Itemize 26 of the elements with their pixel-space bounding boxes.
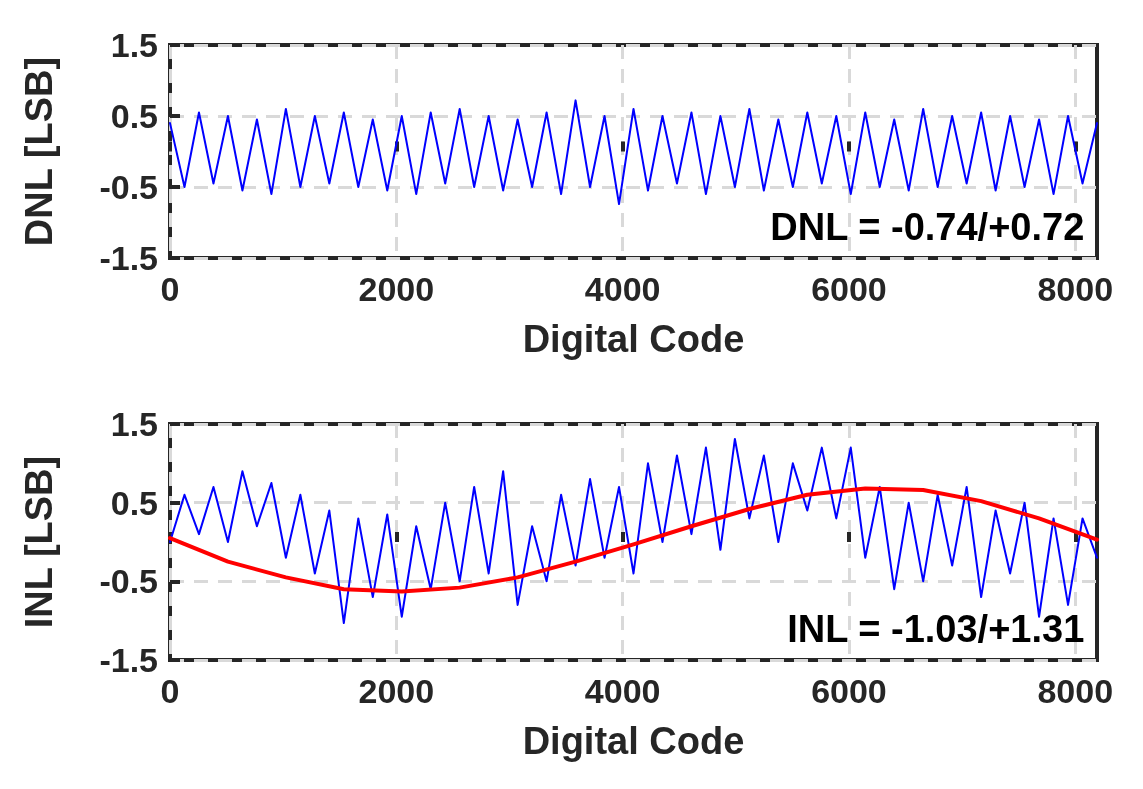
y-tick-label: 0.5 [110,483,158,522]
y-tick-label: -1.5 [99,641,158,679]
y-tick-label: 1.5 [110,26,158,64]
y-tick-label: -0.5 [99,562,158,601]
x-tick-label: 6000 [811,672,887,710]
annotation: DNL = -0.74/+0.72 [770,206,1085,248]
x-tick-label: 2000 [358,672,435,710]
x-tick-label: 6000 [811,270,887,308]
y-axis-title: DNL [LSB] [18,56,60,247]
line-series [169,99,1098,206]
x-tick-label: 4000 [584,672,661,710]
y-tick-label: 0.5 [110,97,158,135]
x-tick-label: 2000 [358,270,435,308]
annotation: INL = -1.03/+1.31 [787,608,1085,650]
x-tick-label: 8000 [1037,672,1114,710]
x-axis-title: Digital Code [522,318,745,360]
y-tick-label: 1.5 [110,405,158,443]
x-tick-label: 8000 [1037,270,1114,308]
y-tick-label: -1.5 [99,239,158,277]
line-series [168,486,1099,594]
x-tick-label: 0 [160,270,180,308]
x-axis-title: Digital Code [522,720,745,762]
y-tick-label: -0.5 [99,168,158,206]
y-axis-title: INL [LSB] [18,455,60,629]
x-tick-label: 0 [160,672,180,710]
x-tick-label: 4000 [584,270,661,308]
